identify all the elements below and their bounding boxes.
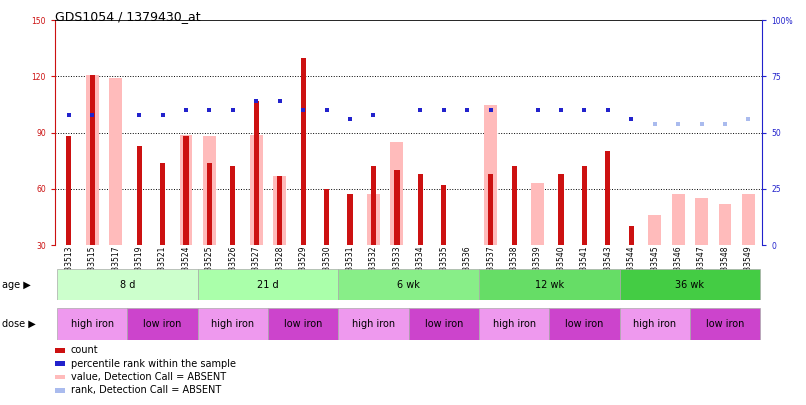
- Bar: [479, 308, 549, 340]
- Bar: [629, 226, 634, 245]
- Bar: [559, 174, 563, 245]
- Text: high iron: high iron: [71, 319, 114, 329]
- Bar: [367, 194, 380, 245]
- Bar: [671, 194, 684, 245]
- Text: 21 d: 21 d: [257, 279, 279, 290]
- Bar: [605, 151, 610, 245]
- Bar: [409, 308, 479, 340]
- Text: low iron: low iron: [565, 319, 604, 329]
- Text: dose ▶: dose ▶: [2, 319, 36, 329]
- Text: count: count: [71, 345, 98, 355]
- Text: percentile rank within the sample: percentile rank within the sample: [71, 359, 236, 369]
- Text: high iron: high iron: [352, 319, 395, 329]
- Bar: [57, 269, 197, 300]
- Bar: [184, 136, 189, 245]
- Bar: [531, 183, 544, 245]
- Bar: [207, 163, 212, 245]
- Bar: [110, 78, 123, 245]
- Bar: [441, 185, 447, 245]
- Text: 6 wk: 6 wk: [397, 279, 420, 290]
- Bar: [339, 308, 409, 340]
- Text: high iron: high iron: [211, 319, 255, 329]
- Bar: [89, 75, 95, 245]
- Bar: [394, 170, 400, 245]
- Bar: [231, 166, 235, 245]
- Bar: [254, 101, 259, 245]
- Bar: [488, 174, 493, 245]
- Text: GDS1054 / 1379430_at: GDS1054 / 1379430_at: [55, 10, 201, 23]
- Bar: [512, 166, 517, 245]
- Bar: [57, 308, 127, 340]
- Text: 36 wk: 36 wk: [675, 279, 704, 290]
- Bar: [484, 104, 497, 245]
- Bar: [690, 308, 760, 340]
- Bar: [203, 136, 216, 245]
- Bar: [268, 308, 339, 340]
- Bar: [418, 174, 423, 245]
- Bar: [620, 269, 760, 300]
- Text: low iron: low iron: [425, 319, 463, 329]
- Bar: [197, 308, 268, 340]
- Bar: [718, 204, 731, 245]
- Bar: [479, 269, 620, 300]
- Bar: [347, 194, 353, 245]
- Text: high iron: high iron: [634, 319, 676, 329]
- Bar: [160, 163, 165, 245]
- Bar: [371, 166, 376, 245]
- Text: low iron: low iron: [143, 319, 182, 329]
- Bar: [273, 176, 286, 245]
- Bar: [648, 215, 661, 245]
- Text: high iron: high iron: [492, 319, 536, 329]
- Bar: [695, 198, 708, 245]
- Text: 12 wk: 12 wk: [534, 279, 564, 290]
- Bar: [197, 269, 339, 300]
- Bar: [324, 189, 329, 245]
- Text: value, Detection Call = ABSENT: value, Detection Call = ABSENT: [71, 372, 226, 382]
- Bar: [86, 75, 99, 245]
- Bar: [549, 308, 620, 340]
- Bar: [301, 58, 305, 245]
- Bar: [136, 146, 142, 245]
- Text: low iron: low iron: [706, 319, 744, 329]
- Bar: [180, 134, 193, 245]
- Bar: [250, 134, 263, 245]
- Text: 8 d: 8 d: [120, 279, 135, 290]
- Text: rank, Detection Call = ABSENT: rank, Detection Call = ABSENT: [71, 386, 221, 395]
- Bar: [277, 176, 282, 245]
- Text: low iron: low iron: [284, 319, 322, 329]
- Bar: [127, 308, 197, 340]
- Bar: [742, 194, 755, 245]
- Bar: [582, 166, 587, 245]
- Bar: [390, 142, 403, 245]
- Text: age ▶: age ▶: [2, 279, 31, 290]
- Bar: [339, 269, 479, 300]
- Bar: [66, 136, 72, 245]
- Bar: [620, 308, 690, 340]
